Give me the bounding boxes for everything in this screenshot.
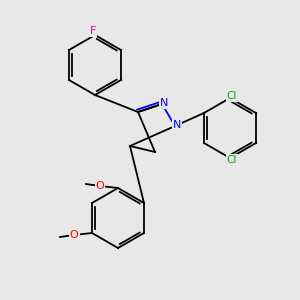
Text: F: F [90, 26, 96, 36]
Text: Cl: Cl [227, 155, 237, 165]
Text: O: O [70, 230, 78, 240]
Text: N: N [160, 98, 168, 108]
Text: Cl: Cl [227, 91, 237, 101]
Text: O: O [96, 181, 104, 191]
Text: N: N [173, 120, 181, 130]
